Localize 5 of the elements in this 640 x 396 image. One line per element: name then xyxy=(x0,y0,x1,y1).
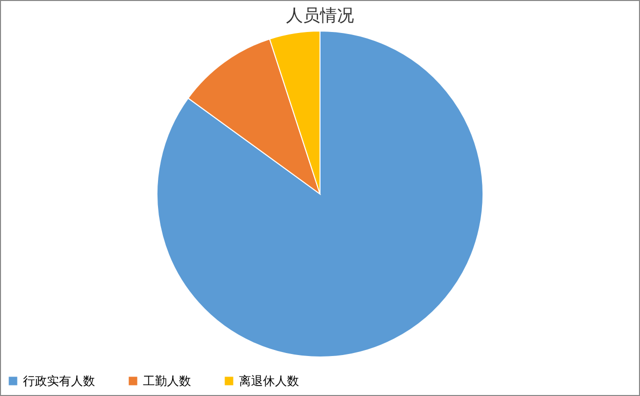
chart-title: 人员情况 xyxy=(286,6,354,26)
legend-label: 行政实有人数 xyxy=(23,374,95,388)
legend-label: 离退休人数 xyxy=(239,374,299,388)
pie-slice xyxy=(156,30,484,358)
legend-label: 工勤人数 xyxy=(143,374,191,388)
